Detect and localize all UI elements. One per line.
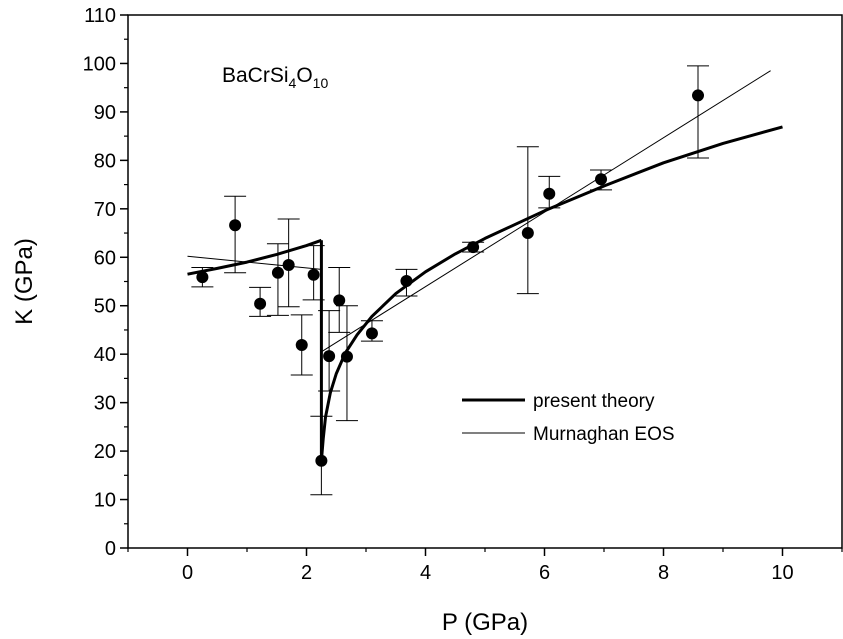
compound-formula-annotation: BaCrSi4O10 bbox=[222, 64, 328, 91]
x-tick-label: 0 bbox=[182, 562, 193, 584]
data-point bbox=[467, 241, 480, 254]
x-tick-label: 6 bbox=[539, 562, 550, 584]
data-point bbox=[307, 268, 320, 281]
x-tick-label: 10 bbox=[771, 562, 793, 584]
y-tick-label: 20 bbox=[94, 441, 116, 463]
plot-frame bbox=[127, 14, 843, 549]
series-lines bbox=[187, 70, 783, 461]
legend-label-present-theory: present theory bbox=[533, 391, 655, 412]
y-tick-label: 80 bbox=[94, 150, 116, 172]
data-point bbox=[315, 454, 328, 467]
y-tick-label: 10 bbox=[94, 490, 116, 512]
x-tick-label: 4 bbox=[420, 562, 431, 584]
x-axis-label: P (GPa) bbox=[442, 609, 528, 636]
y-tick-label: 100 bbox=[83, 53, 116, 75]
data-point bbox=[196, 271, 209, 284]
data-point bbox=[271, 266, 284, 279]
data-point bbox=[595, 173, 608, 186]
y-tick-label: 70 bbox=[94, 199, 116, 221]
data-point bbox=[333, 294, 346, 307]
formula-subscript-1: 4 bbox=[289, 75, 297, 91]
y-tick-label: 110 bbox=[84, 5, 116, 27]
y-tick-label: 50 bbox=[94, 296, 116, 318]
formula-subscript-2: 10 bbox=[313, 75, 329, 91]
data-point bbox=[323, 350, 336, 363]
data-point bbox=[295, 338, 308, 351]
data-point bbox=[282, 259, 295, 272]
x-tick-label: 2 bbox=[301, 562, 312, 584]
data-point bbox=[340, 350, 353, 363]
formula-mid: O bbox=[296, 64, 312, 87]
plot-area-border bbox=[127, 14, 843, 549]
y-axis-label: K (GPa) bbox=[11, 238, 38, 325]
y-tick-label: 90 bbox=[94, 102, 116, 124]
data-points bbox=[196, 89, 705, 467]
y-tick-label: 60 bbox=[94, 247, 116, 269]
data-point bbox=[229, 219, 242, 232]
legend: present theory Murnaghan EOS bbox=[462, 391, 675, 445]
legend-label-murnaghan-eos: Murnaghan EOS bbox=[533, 424, 675, 445]
data-point bbox=[365, 327, 378, 340]
series-line-present-theory bbox=[319, 125, 783, 461]
series-line-murnaghan-eos bbox=[187, 255, 322, 270]
series-line-present-theory bbox=[187, 238, 322, 276]
data-point bbox=[692, 89, 705, 102]
series-line-murnaghan-eos bbox=[321, 70, 771, 353]
x-tick-label: 8 bbox=[658, 562, 669, 584]
data-point bbox=[543, 187, 556, 200]
formula-base: BaCrSi bbox=[222, 64, 289, 87]
y-tick-label: 0 bbox=[105, 538, 116, 560]
data-point bbox=[521, 227, 534, 240]
y-tick-label: 40 bbox=[94, 344, 116, 366]
y-tick-label: 30 bbox=[94, 393, 116, 415]
error-bars bbox=[191, 65, 710, 496]
data-point bbox=[400, 275, 413, 288]
data-point bbox=[254, 297, 267, 310]
